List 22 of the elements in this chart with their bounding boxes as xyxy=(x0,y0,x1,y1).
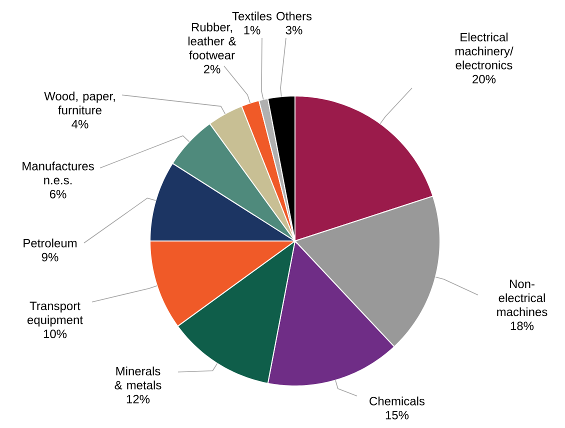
data-label: 4% xyxy=(72,120,88,128)
data-label: 18% xyxy=(510,322,534,330)
data-label: 6% xyxy=(50,190,66,198)
slice-label: Minerals & metals xyxy=(114,366,162,390)
data-label: 1% xyxy=(244,26,260,34)
slice-label: Transport equipment xyxy=(27,302,83,327)
slice-label: Wood, paper, furniture xyxy=(44,92,115,114)
slice-label: Petroleum xyxy=(24,238,77,248)
slice-label: Manufactures n.e.s. xyxy=(22,162,94,184)
data-label: 15% xyxy=(386,410,409,420)
data-label: 20% xyxy=(472,74,496,84)
data-label: 10% xyxy=(44,330,67,338)
slice-label: Rubber, leather & footwear xyxy=(188,22,236,60)
slice-label: Others xyxy=(276,12,312,20)
slice-label: Electrical machinery/ electronics xyxy=(455,32,514,70)
data-label: 9% xyxy=(42,252,58,262)
data-label: 2% xyxy=(204,64,220,74)
data-label: 12% xyxy=(126,394,150,404)
slice-label: Chemicals xyxy=(370,396,425,406)
data-label: 3% xyxy=(286,26,302,34)
slice-label: Non-electrical machines xyxy=(497,280,548,316)
slice-label: Textiles xyxy=(232,12,272,20)
